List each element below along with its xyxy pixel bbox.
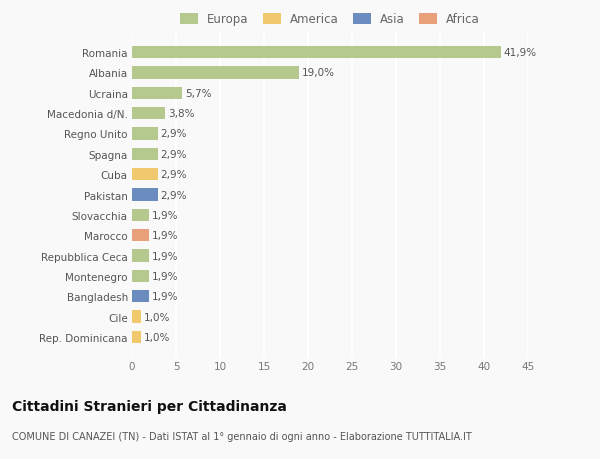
Bar <box>132 47 501 59</box>
Text: COMUNE DI CANAZEI (TN) - Dati ISTAT al 1° gennaio di ogni anno - Elaborazione TU: COMUNE DI CANAZEI (TN) - Dati ISTAT al 1… <box>12 431 472 442</box>
Bar <box>132 108 166 120</box>
Bar <box>132 148 158 161</box>
Text: 2,9%: 2,9% <box>160 190 187 200</box>
Text: Cittadini Stranieri per Cittadinanza: Cittadini Stranieri per Cittadinanza <box>12 399 287 413</box>
Bar <box>132 311 141 323</box>
Text: 19,0%: 19,0% <box>302 68 335 78</box>
Bar <box>132 230 149 242</box>
Bar <box>132 169 158 181</box>
Text: 1,0%: 1,0% <box>143 312 170 322</box>
Text: 3,8%: 3,8% <box>168 109 194 119</box>
Text: 2,9%: 2,9% <box>160 129 187 139</box>
Bar <box>132 189 158 201</box>
Bar <box>132 128 158 140</box>
Text: 1,9%: 1,9% <box>151 291 178 302</box>
Bar <box>132 250 149 262</box>
Bar <box>132 331 141 343</box>
Text: 2,9%: 2,9% <box>160 150 187 159</box>
Bar <box>132 291 149 302</box>
Bar <box>132 67 299 79</box>
Text: 41,9%: 41,9% <box>503 48 536 58</box>
Text: 1,9%: 1,9% <box>151 251 178 261</box>
Text: 1,0%: 1,0% <box>143 332 170 342</box>
Text: 1,9%: 1,9% <box>151 210 178 220</box>
Text: 5,7%: 5,7% <box>185 89 211 99</box>
Legend: Europa, America, Asia, Africa: Europa, America, Asia, Africa <box>175 9 485 31</box>
Bar <box>132 270 149 282</box>
Text: 1,9%: 1,9% <box>151 231 178 241</box>
Bar <box>132 209 149 221</box>
Text: 1,9%: 1,9% <box>151 271 178 281</box>
Bar <box>132 88 182 100</box>
Text: 2,9%: 2,9% <box>160 170 187 180</box>
